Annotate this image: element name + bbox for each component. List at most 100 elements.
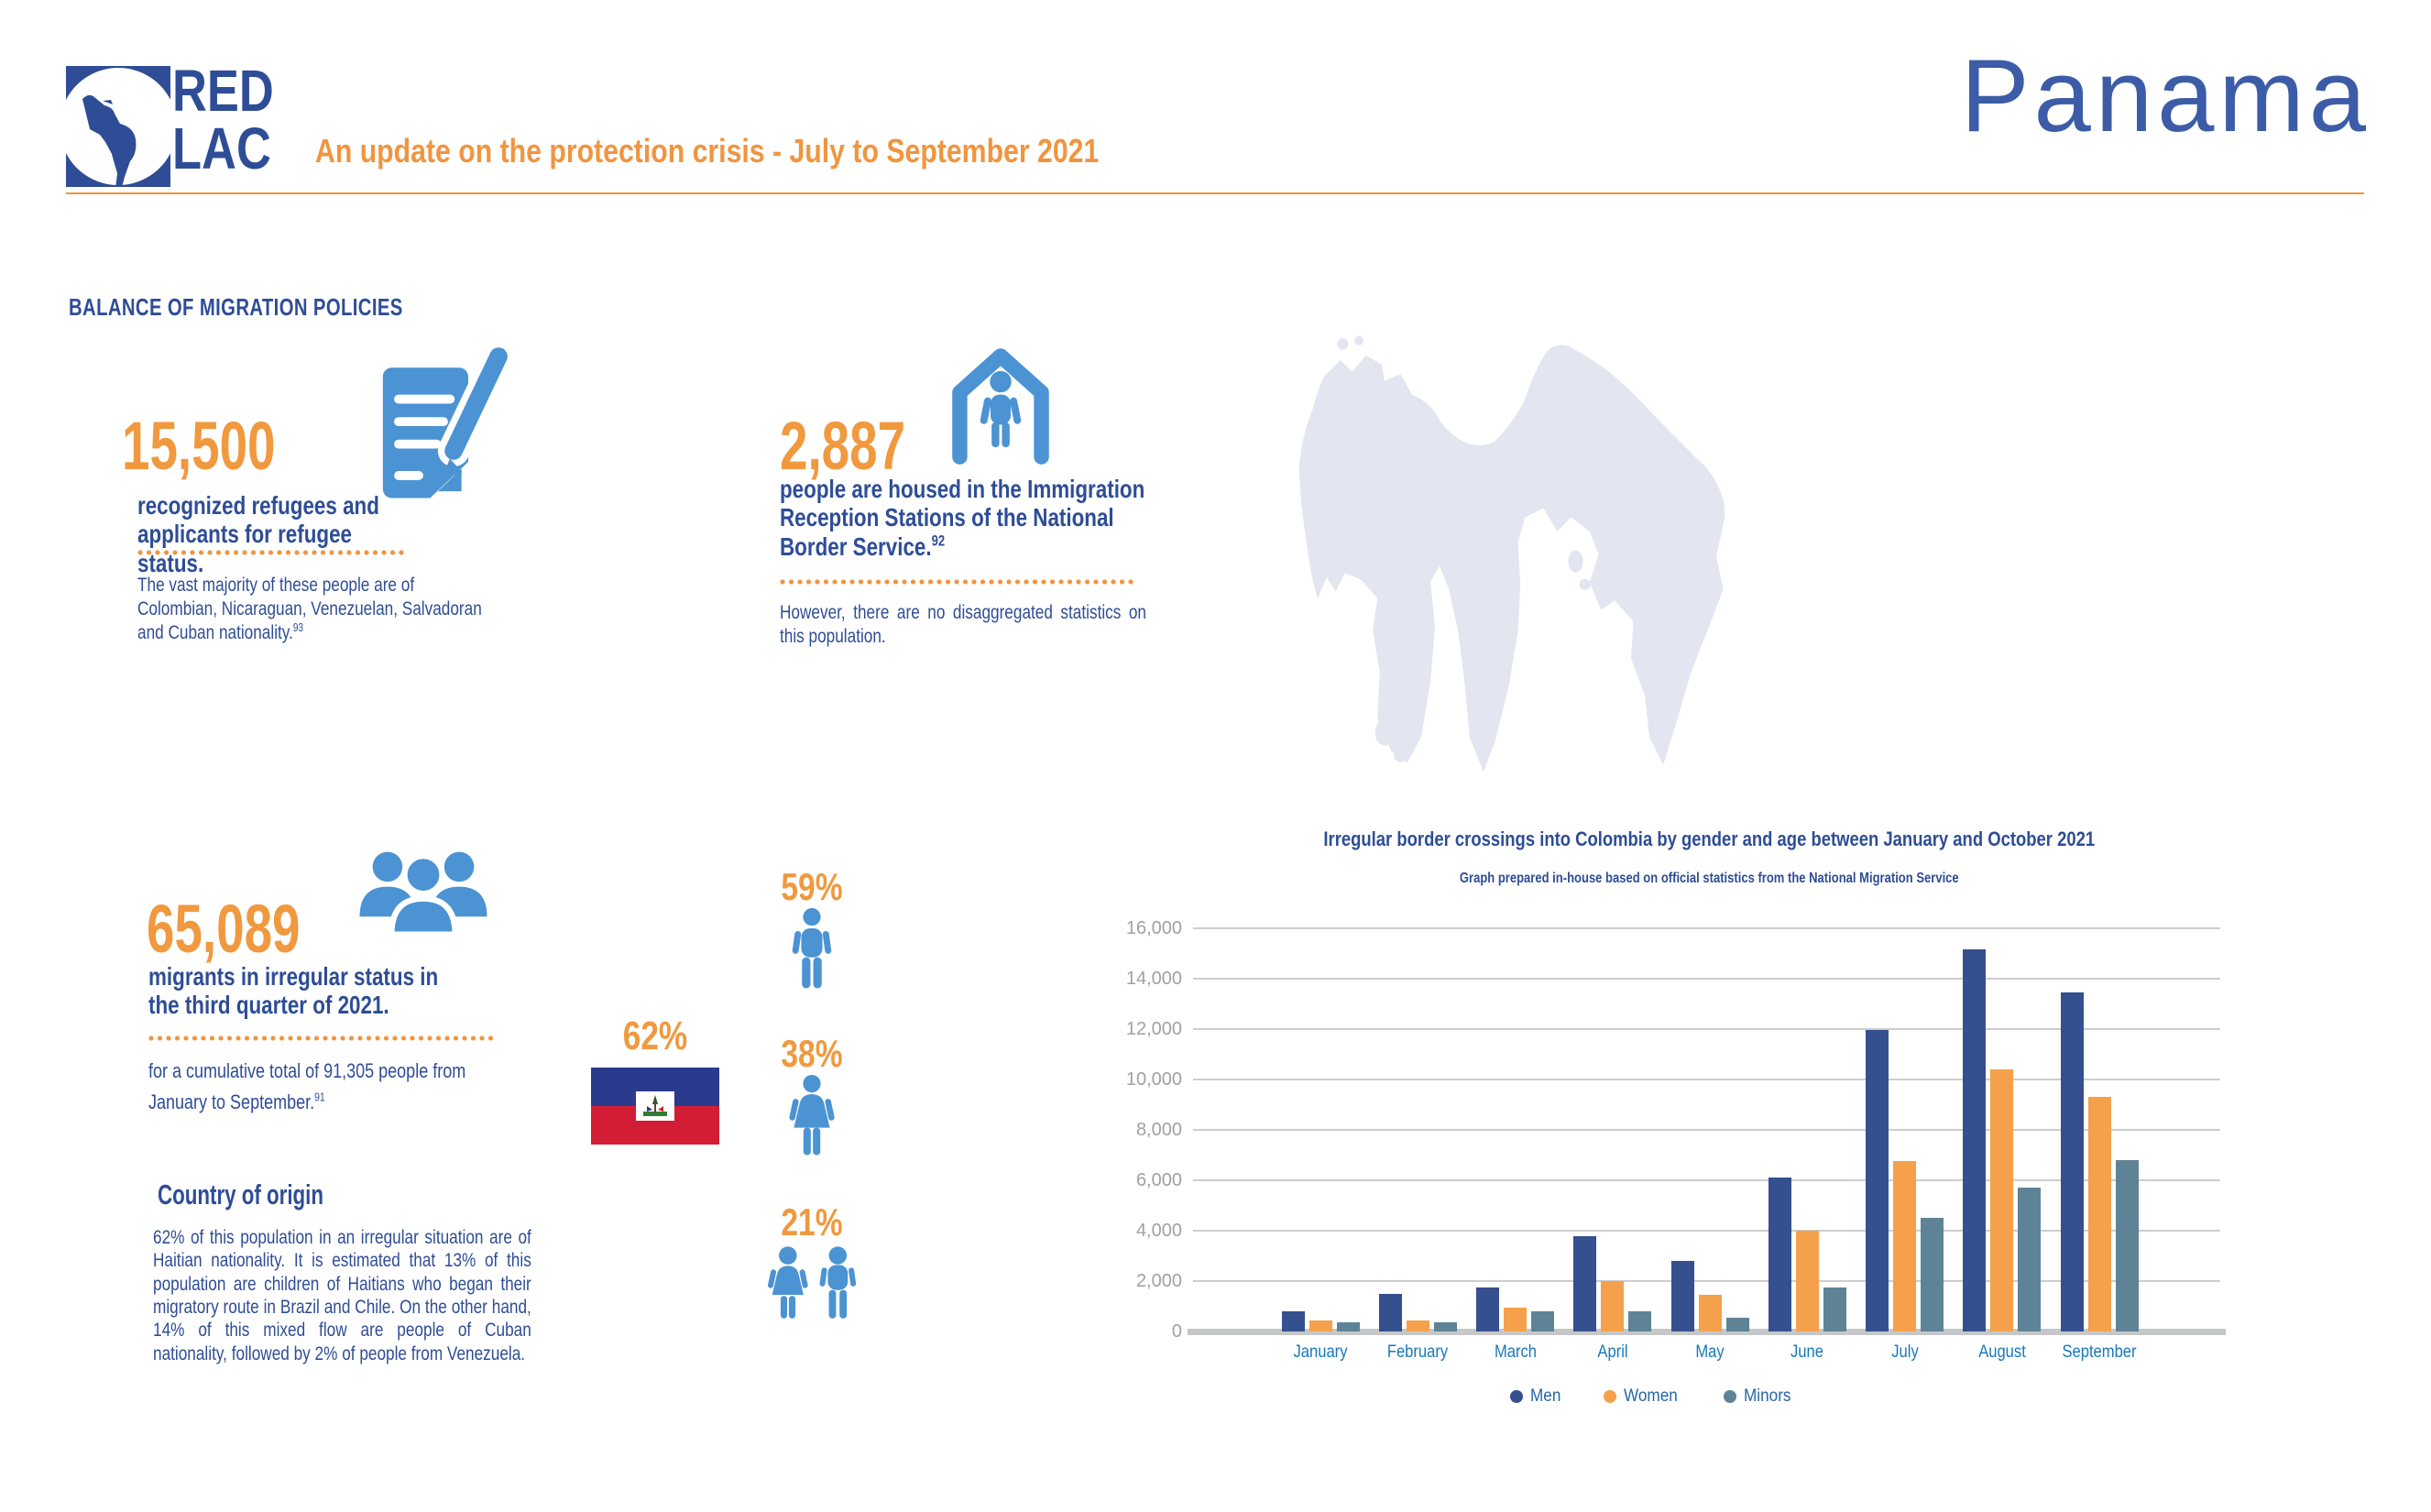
x-axis-label-june: June (1790, 1342, 1824, 1362)
x-axis-label-february: February (1387, 1342, 1449, 1362)
x-axis-label-july: July (1890, 1342, 1919, 1362)
bar-april-minors (1628, 1311, 1652, 1331)
refugees-note-text: The vast majority of these people are of… (137, 574, 482, 643)
bar-june-men (1768, 1178, 1791, 1331)
y-axis-label: 14,000 (1125, 969, 1182, 989)
y-axis-label: 6,000 (1135, 1170, 1182, 1190)
header-divider (66, 192, 2364, 194)
bar-may-men (1670, 1261, 1694, 1331)
redlac-logo: RED LAC (66, 53, 304, 191)
footnote-92: 92 (931, 532, 946, 550)
haiti-flag (591, 1068, 719, 1145)
chart-legend: Men Women Minors (1510, 1386, 1797, 1407)
chart-subtitle: Graph prepared in-house based on officia… (1459, 871, 1959, 886)
bar-august-minors (2018, 1188, 2042, 1331)
men-percentage: 59% (781, 865, 843, 908)
bar-february-men (1378, 1293, 1402, 1331)
x-axis-label-august: August (1977, 1342, 2026, 1362)
bar-july-men (1866, 1030, 1889, 1331)
haitian-percentage: 62% (622, 1013, 688, 1058)
legend-label-women: Women (1623, 1386, 1678, 1406)
x-axis-label-september: September (2062, 1342, 2137, 1362)
bar-group-january (1281, 1311, 1360, 1331)
bar-august-men (1963, 949, 1987, 1331)
bar-april-men (1573, 1235, 1597, 1331)
report-subtitle: An update on the protection crisis - Jul… (315, 132, 1100, 170)
bar-group-july (1866, 1030, 1944, 1331)
bar-january-women (1309, 1320, 1332, 1331)
bar-january-men (1281, 1311, 1305, 1331)
y-axis-label: 8,000 (1135, 1120, 1182, 1140)
bar-september-men (2060, 992, 2084, 1331)
legend-item-men: Men (1510, 1386, 1565, 1407)
x-axis-label-march: March (1494, 1342, 1537, 1362)
gridline-14,000 (1193, 978, 2220, 980)
children-icon (767, 1246, 857, 1319)
legend-dot-minors (1723, 1389, 1736, 1403)
housed-note: However, there are no disaggregated stat… (780, 601, 1146, 647)
bar-group-september (2060, 992, 2139, 1331)
migrants-note: for a cumulative total of 91,305 people … (148, 1056, 469, 1118)
haiti-flag-coat-of-arms (636, 1091, 674, 1121)
bar-may-women (1698, 1295, 1722, 1331)
housed-label-text: people are housed in the Immigration Rec… (780, 475, 1145, 561)
dotted-divider (780, 579, 1137, 585)
page-title: Panama (1960, 38, 2371, 153)
bar-february-minors (1433, 1322, 1457, 1331)
bar-september-women (2087, 1097, 2111, 1331)
x-axis-baseline (1188, 1329, 2226, 1335)
man-icon (792, 907, 832, 989)
x-axis-label-april: April (1597, 1342, 1628, 1362)
legend-label-minors: Minors (1743, 1386, 1791, 1406)
y-axis-label: 12,000 (1125, 1019, 1182, 1039)
footnote-91: 91 (314, 1090, 325, 1104)
bar-group-february (1378, 1293, 1457, 1331)
document-pencil-icon (382, 345, 513, 500)
migrants-count: 65,089 (147, 891, 301, 967)
gridline-8,000 (1193, 1129, 2220, 1131)
redlac-globe-icon (66, 66, 170, 187)
housed-label: people are housed in the Immigration Rec… (780, 475, 1146, 561)
y-axis-label: 0 (1171, 1321, 1182, 1342)
minors-percentage: 21% (781, 1200, 843, 1244)
bar-july-minors (1921, 1218, 1944, 1331)
x-axis-label-january: January (1293, 1342, 1348, 1362)
bar-group-april (1573, 1235, 1652, 1331)
y-axis-label: 4,000 (1135, 1221, 1182, 1241)
dotted-divider (148, 1035, 495, 1041)
refugees-label: recognized refugees and applicants for r… (137, 491, 379, 577)
bar-group-june (1768, 1178, 1846, 1331)
y-axis-label: 2,000 (1135, 1271, 1182, 1291)
gridline-12,000 (1193, 1028, 2220, 1030)
shelter-person-icon (952, 348, 1049, 465)
bar-march-minors (1531, 1311, 1554, 1331)
women-percentage: 38% (781, 1032, 843, 1075)
bar-february-women (1406, 1320, 1429, 1331)
country-of-origin-text: 62% of this population in an irregular s… (153, 1226, 531, 1364)
y-axis-label: 16,000 (1125, 918, 1182, 938)
bar-march-women (1504, 1307, 1527, 1331)
refugees-note: The vast majority of these people are of… (137, 574, 482, 644)
legend-item-minors: Minors (1723, 1386, 1798, 1407)
bar-group-march (1476, 1287, 1554, 1331)
gridline-4,000 (1193, 1230, 2220, 1232)
migrants-label: migrants in irregular status in the thir… (148, 962, 439, 1020)
refugees-count: 15,500 (122, 408, 276, 484)
legend-dot-men (1510, 1389, 1523, 1403)
gridline-10,000 (1193, 1079, 2220, 1080)
legend-item-women: Women (1603, 1386, 1685, 1407)
bar-march-men (1476, 1287, 1499, 1331)
bar-chart-plot-area: 0 2,000 4,000 6,000 8,000 10,000 12,000 14,000 1… (1126, 918, 2226, 1362)
section-title: BALANCE OF MIGRATION POLICIES (69, 293, 403, 321)
bar-august-women (1990, 1069, 2014, 1331)
x-axis-label-may: May (1695, 1342, 1725, 1362)
people-group-icon (359, 851, 487, 938)
bar-july-women (1893, 1161, 1916, 1331)
redlac-wordmark: RED LAC (172, 58, 274, 181)
housed-count: 2,887 (780, 408, 906, 484)
bar-group-august (1963, 949, 2042, 1331)
dotted-divider (137, 550, 408, 555)
country-of-origin-title: Country of origin (158, 1178, 324, 1211)
footnote-93: 93 (292, 620, 303, 634)
